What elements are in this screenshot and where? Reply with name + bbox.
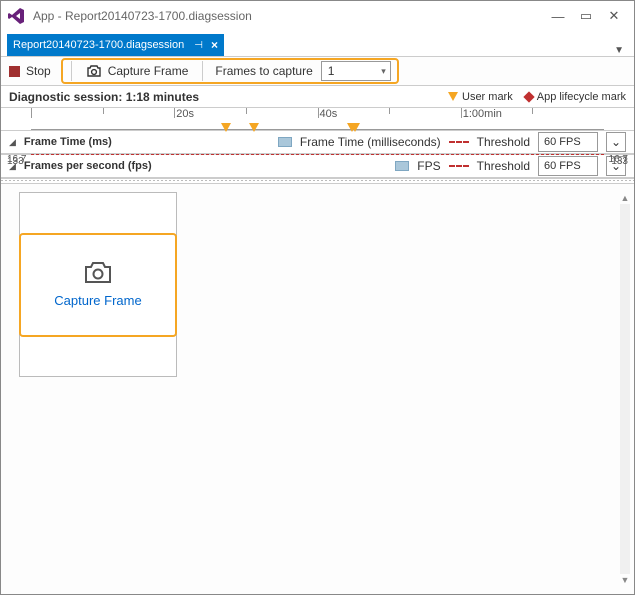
series-swatch: [278, 137, 292, 147]
fps-dropdown-icon[interactable]: ⌄: [606, 132, 626, 152]
tab-dropdown-icon[interactable]: ▼: [614, 45, 628, 56]
capture-frame-label: Capture Frame: [108, 64, 189, 78]
threshold-label: Threshold: [477, 135, 530, 149]
separator: [202, 61, 203, 81]
capture-tile: Capture Frame: [19, 192, 177, 377]
camera-icon: [83, 261, 113, 285]
user-mark-icon: [350, 123, 360, 132]
close-window-button[interactable]: ✕: [600, 5, 628, 27]
frame-time-chart-header: ◢ Frame Time (ms) Frame Time (millisecon…: [1, 130, 634, 154]
lifecycle-mark-legend: App lifecycle mark: [525, 91, 626, 103]
toolbar: Stop Capture Frame Frames to capture 1: [1, 56, 634, 86]
diamond-icon: [523, 91, 534, 102]
stop-label: Stop: [26, 64, 51, 78]
document-tab-label: Report20140723-1700.diagsession: [13, 39, 184, 51]
collapse-icon[interactable]: ◢: [9, 137, 16, 148]
frames-to-capture-input[interactable]: 1: [321, 61, 391, 81]
fps-select[interactable]: 60 FPS: [538, 156, 598, 176]
document-tab-row: Report20140723-1700.diagsession ⊣ × ▼: [1, 31, 634, 56]
capture-frame-button[interactable]: Capture Frame: [80, 64, 195, 78]
capture-frame-tile[interactable]: Capture Frame: [19, 233, 177, 337]
minimize-button[interactable]: —: [544, 5, 572, 27]
titlebar: App - Report20140723-1700.diagsession — …: [1, 1, 634, 31]
scrollbar-track[interactable]: [620, 204, 630, 574]
maximize-button[interactable]: ▭: [572, 5, 600, 27]
frames-to-capture-value: 1: [328, 64, 335, 78]
user-mark-icon: [249, 123, 259, 132]
stop-icon: [9, 66, 20, 77]
user-mark-icon: [221, 123, 231, 132]
session-duration-label: Diagnostic session: 1:18 minutes: [9, 90, 199, 104]
window-title: App - Report20140723-1700.diagsession: [33, 9, 544, 23]
separator: [71, 61, 72, 81]
user-mark-legend: User mark: [448, 91, 513, 103]
scroll-down-icon[interactable]: ▼: [619, 574, 631, 586]
session-info-row: Diagnostic session: 1:18 minutes User ma…: [1, 86, 634, 108]
threshold-swatch: [449, 141, 469, 143]
captured-frames-panel: Capture Frame ▲ ▼: [1, 184, 634, 594]
capture-tile-label: Capture Frame: [54, 293, 141, 308]
close-tab-icon[interactable]: ×: [211, 38, 218, 52]
pin-icon[interactable]: ⊣: [194, 40, 203, 51]
toolbar-highlight: Capture Frame Frames to capture 1: [61, 58, 399, 84]
stop-button[interactable]: Stop: [9, 64, 51, 78]
triangle-icon: [448, 92, 458, 101]
threshold-label: Threshold: [477, 159, 530, 173]
threshold-line: [31, 154, 604, 155]
y-axis-label: 16.7: [609, 154, 628, 165]
fps-select[interactable]: 60 FPS: [538, 132, 598, 152]
app-window: App - Report20140723-1700.diagsession — …: [0, 0, 635, 595]
document-tab[interactable]: Report20140723-1700.diagsession ⊣ ×: [7, 34, 224, 56]
timeline-ruler[interactable]: 20s40s1:00min: [1, 108, 634, 130]
chart-title: Frame Time (ms): [24, 136, 112, 148]
y-axis-label: 16.7: [7, 154, 26, 165]
frames-to-capture-label: Frames to capture: [211, 64, 316, 78]
scrollbar[interactable]: ▲ ▼: [618, 192, 632, 586]
series-label: Frame Time (milliseconds): [300, 135, 441, 149]
scroll-up-icon[interactable]: ▲: [619, 192, 631, 204]
threshold-swatch: [449, 165, 469, 167]
visual-studio-icon: [7, 7, 25, 25]
series-label: FPS: [417, 159, 440, 173]
camera-icon: [86, 65, 102, 78]
series-swatch: [395, 161, 409, 171]
